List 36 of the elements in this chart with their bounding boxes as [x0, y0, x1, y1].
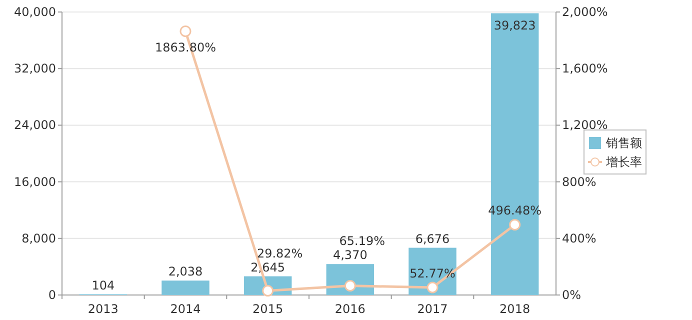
y2-tick-label: 0%	[562, 288, 582, 302]
data-label: 104	[92, 278, 115, 292]
y-tick-label: 8,000	[22, 231, 56, 246]
point	[344, 280, 356, 292]
bar	[490, 13, 539, 295]
data-label: 65.19%	[339, 234, 386, 248]
data-label: 2,038	[168, 264, 203, 279]
x-tick-label: 2013	[88, 302, 118, 316]
y-tick-label: 16,000	[14, 174, 56, 189]
x-tick-label: 2018	[500, 302, 530, 316]
data-label: 4,370	[332, 248, 368, 262]
y-tick-label: 32,000	[14, 62, 56, 76]
y-tick-label: 24,000	[14, 118, 56, 132]
point	[262, 285, 274, 297]
point	[426, 282, 438, 294]
point	[180, 26, 192, 38]
y2-tick-label: 2,000%	[562, 5, 608, 19]
legend-label: 销售额	[605, 136, 642, 150]
data-label: 29.82%	[256, 246, 303, 260]
data-label: 6,676	[415, 232, 450, 246]
legend-label: 增长率	[605, 155, 642, 169]
y2-tick-label: 800%	[562, 174, 596, 189]
x-tick-label: 2016	[334, 302, 366, 316]
y2-tick-label: 1,600%	[562, 62, 608, 76]
x-tick-label: 2017	[417, 302, 448, 316]
x-tick-label: 2014	[170, 302, 201, 316]
y2-tick-label: 1,200%	[562, 118, 608, 132]
data-label: 2,645	[250, 260, 286, 274]
x-tick-label: 2015	[252, 302, 284, 316]
y2-tick-label: 400%	[562, 231, 596, 246]
bar	[162, 280, 210, 295]
y-tick-label: 0	[48, 288, 56, 302]
y-tick-label: 40,000	[14, 5, 56, 19]
data-label: 1863.80%	[154, 40, 216, 54]
data-label: 39,823	[494, 18, 536, 32]
point	[509, 219, 521, 230]
